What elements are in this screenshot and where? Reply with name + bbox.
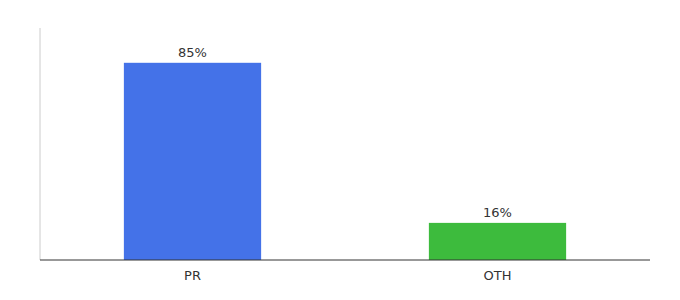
data-label: 85% xyxy=(178,45,207,60)
data-label: 16% xyxy=(483,205,512,220)
bar xyxy=(124,63,261,260)
x-tick-label: OTH xyxy=(484,268,512,283)
chart: 85% 16% PR OTH xyxy=(0,0,680,300)
x-axis-line xyxy=(40,260,650,261)
chart-container: 85% 16% PR OTH xyxy=(0,0,680,300)
bars xyxy=(124,63,566,260)
bar xyxy=(429,223,566,260)
y-axis-line xyxy=(40,28,41,260)
x-tick-label: PR xyxy=(184,268,201,283)
